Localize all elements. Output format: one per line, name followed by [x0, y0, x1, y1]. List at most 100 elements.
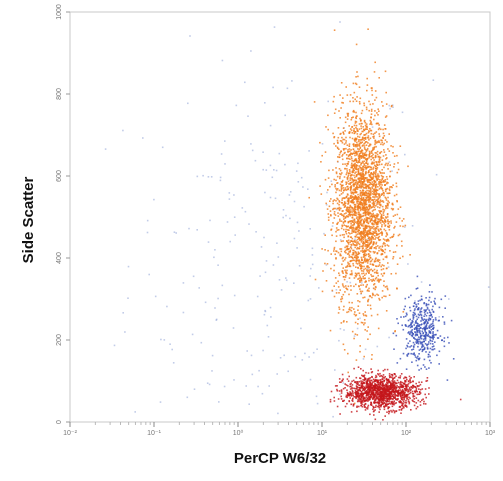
scatter-point	[370, 172, 372, 174]
scatter-point	[362, 223, 365, 225]
scatter-point	[370, 168, 373, 171]
scatter-point	[357, 130, 359, 132]
scatter-point	[414, 313, 417, 316]
scatter-point	[364, 128, 367, 130]
scatter-point	[311, 263, 314, 266]
scatter-point	[381, 264, 384, 266]
scatter-point	[392, 403, 395, 405]
scatter-point	[359, 263, 361, 266]
scatter-point	[341, 224, 343, 227]
scatter-point	[381, 169, 383, 171]
scatter-point	[357, 395, 360, 397]
scatter-point	[375, 241, 378, 244]
scatter-point	[354, 122, 357, 124]
scatter-point	[382, 208, 384, 211]
scatter-point	[443, 321, 446, 323]
scatter-point	[340, 190, 343, 192]
scatter-point	[385, 103, 388, 105]
scatter-point	[374, 152, 377, 154]
scatter-point	[362, 313, 365, 315]
scatter-point	[361, 218, 363, 221]
scatter-point	[372, 242, 375, 244]
scatter-point	[365, 385, 367, 387]
scatter-point	[360, 386, 363, 388]
scatter-point	[356, 257, 358, 260]
scatter-point	[370, 404, 373, 406]
scatter-point	[387, 378, 390, 381]
scatter-point	[371, 161, 374, 163]
scatter-point	[378, 404, 381, 407]
scatter-point	[341, 283, 344, 285]
scatter-point	[415, 341, 417, 343]
scatter-point	[342, 210, 344, 212]
scatter-point	[360, 232, 362, 235]
scatter-point	[391, 411, 393, 413]
scatter-point	[343, 399, 345, 402]
scatter-point	[369, 381, 371, 384]
scatter-point	[356, 220, 359, 223]
scatter-point	[381, 178, 384, 180]
scatter-point	[367, 404, 370, 407]
scatter-point	[393, 163, 396, 165]
scatter-point	[329, 400, 332, 403]
scatter-point	[351, 162, 353, 165]
scatter-point	[347, 239, 350, 242]
scatter-point	[354, 250, 357, 253]
scatter-point	[425, 309, 427, 311]
scatter-point	[364, 322, 366, 324]
scatter-point	[428, 309, 431, 312]
scatter-point	[357, 148, 359, 150]
scatter-point	[368, 194, 370, 197]
scatter-point	[362, 185, 364, 188]
scatter-point	[324, 249, 326, 251]
scatter-point	[378, 232, 381, 235]
scatter-point	[404, 297, 407, 300]
scatter-point	[340, 220, 343, 222]
scatter-point	[328, 169, 330, 172]
scatter-point	[378, 179, 381, 181]
scatter-point	[309, 228, 311, 230]
scatter-point	[351, 179, 353, 181]
scatter-point	[359, 290, 362, 293]
scatter-point	[400, 240, 403, 243]
scatter-point	[347, 241, 349, 244]
scatter-point	[336, 202, 339, 205]
scatter-point	[409, 397, 411, 400]
scatter-point	[388, 396, 391, 398]
scatter-point	[416, 390, 418, 393]
scatter-point	[347, 215, 349, 218]
scatter-point	[363, 152, 365, 155]
scatter-point	[383, 264, 385, 267]
scatter-point	[353, 185, 355, 188]
scatter-point	[360, 162, 363, 164]
scatter-point	[374, 258, 377, 261]
scatter-point	[360, 183, 362, 185]
scatter-point	[348, 210, 350, 212]
scatter-point	[346, 157, 348, 160]
scatter-point	[363, 277, 366, 280]
scatter-point	[387, 200, 389, 202]
scatter-point	[429, 331, 431, 334]
scatter-point	[370, 213, 372, 215]
scatter-point	[357, 219, 360, 222]
scatter-point	[327, 189, 329, 191]
scatter-point	[359, 186, 361, 188]
scatter-point	[350, 225, 352, 227]
scatter-point	[380, 391, 382, 393]
scatter-point	[352, 180, 355, 183]
scatter-point	[364, 184, 367, 186]
scatter-point	[358, 243, 361, 245]
scatter-point	[373, 172, 375, 174]
scatter-point	[372, 390, 375, 392]
scatter-point	[353, 198, 355, 200]
scatter-point	[357, 224, 359, 226]
scatter-point	[369, 254, 371, 257]
scatter-point	[385, 240, 388, 242]
scatter-point	[347, 394, 349, 397]
scatter-point	[422, 338, 425, 341]
scatter-point	[373, 221, 376, 223]
scatter-point	[375, 276, 378, 279]
scatter-point	[369, 236, 371, 239]
scatter-point	[335, 227, 338, 229]
scatter-point	[382, 221, 385, 223]
